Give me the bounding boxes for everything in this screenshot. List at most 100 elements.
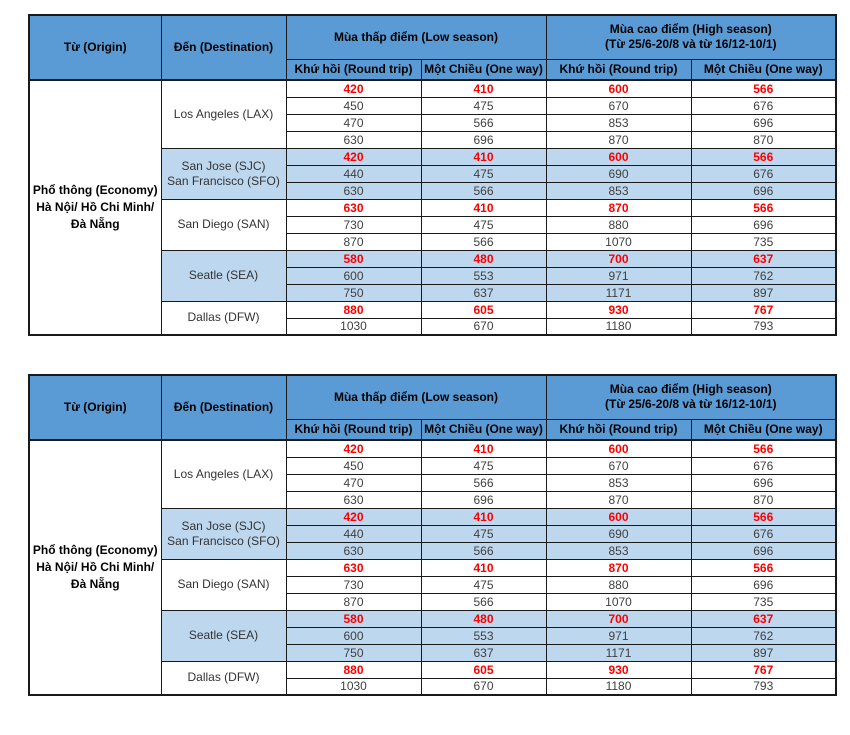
text-line: San Diego (SAN)	[177, 577, 270, 591]
fare-cell: 637	[690, 249, 837, 268]
fare-cell: 930	[545, 660, 692, 679]
fare-cell: 750	[285, 283, 422, 302]
destination-cell: Seatle (SEA)	[160, 249, 287, 302]
destination-cell: Dallas (DFW)	[160, 300, 287, 336]
fare-cell: 696	[420, 490, 547, 509]
header-high-round-trip: Khứ hồi (Round trip)	[545, 58, 692, 81]
fare-cell: 735	[690, 232, 837, 251]
table-row: 870 566 1070 735	[29, 592, 837, 611]
fare-cell: 1180	[545, 677, 692, 696]
fare-cell: 580	[285, 249, 422, 268]
fare-cell: 696	[690, 575, 837, 594]
fare-cell: 696	[690, 541, 837, 560]
text-line: San Francisco (SFO)	[167, 173, 280, 188]
fare-cell: 480	[420, 249, 547, 268]
table-row: 630 566 853 696	[29, 541, 837, 560]
fare-cell: 410	[420, 79, 547, 98]
fare-cell: 566	[420, 592, 547, 611]
fare-table-1: Từ (Origin) Đến (Destination) Mùa thấp điể…	[28, 14, 837, 336]
fare-cell: 475	[420, 96, 547, 115]
fare-cell: 420	[285, 439, 422, 458]
fare-cell: 696	[690, 113, 837, 132]
destination-cell: Los Angeles (LAX)	[160, 79, 287, 149]
table-row: 730 475 880 696	[29, 215, 837, 234]
fare-cell: 475	[420, 215, 547, 234]
fare-cell: 450	[285, 456, 422, 475]
fare-cell: 470	[285, 473, 422, 492]
table-row: 450 475 670 676	[29, 456, 837, 475]
fare-cell: 410	[420, 507, 547, 526]
destination-cell: San Jose (SJC) San Francisco (SFO)	[160, 147, 287, 200]
fare-cell: 605	[420, 660, 547, 679]
table-row: Phổ thông (Economy) Hà Nội/ Hồ Chi Minh/Đ…	[28, 79, 837, 336]
fare-cell: 793	[690, 677, 837, 696]
fare-cell: 1070	[545, 592, 692, 611]
fare-cell: 670	[545, 96, 692, 115]
fare-cell: 690	[545, 164, 692, 183]
fare-cell: 566	[420, 541, 547, 560]
table-row: Seatle (SEA) 580 480 700 637	[29, 609, 837, 662]
table-row: 630 566 853 696	[29, 181, 837, 200]
table-row: Dallas (DFW) 880 605 930 767	[29, 660, 837, 696]
fare-table-top-slot: Từ (Origin) Đến (Destination) Mùa thấp điể…	[28, 14, 850, 336]
fare-cell: 767	[690, 300, 837, 319]
fare-cell: 566	[690, 558, 837, 577]
text-line: San Diego (SAN)	[177, 217, 270, 231]
table-row: 470 566 853 696	[29, 473, 837, 492]
fare-cell: 630	[285, 198, 422, 217]
fare-cell: 971	[545, 626, 692, 645]
fare-cell: 1070	[545, 232, 692, 251]
fare-cell: 730	[285, 215, 422, 234]
origin-cell: Phổ thông (Economy) Hà Nội/ Hồ Chi Minh/Đ…	[28, 439, 162, 696]
fare-cell: 410	[420, 147, 547, 166]
fare-cell: 600	[545, 507, 692, 526]
destination-cell: San Diego (SAN)	[160, 198, 287, 251]
table-row: 1030 670 1180 793	[29, 677, 837, 696]
header-row-2: Khứ hồi (Round trip) Một Chiều (One way) K…	[29, 418, 837, 441]
fare-cell: 897	[690, 643, 837, 662]
text-line: Mùa cao điểm (High season)	[609, 382, 772, 397]
fare-cell: 676	[690, 524, 837, 543]
fare-cell: 600	[545, 79, 692, 98]
table-header: Từ (Origin) Đến (Destination) Mùa thấp điể…	[28, 14, 837, 81]
fare-cell: 750	[285, 643, 422, 662]
fare-cell: 475	[420, 575, 547, 594]
fare-cell: 637	[420, 283, 547, 302]
fare-cell: 630	[285, 130, 422, 149]
fare-cell: 1171	[545, 643, 692, 662]
header-row-1: Từ (Origin) Đến (Destination) Mùa thấp điể…	[28, 374, 837, 441]
fare-cell: 870	[690, 490, 837, 509]
text-line: San Jose (SJC)	[181, 158, 266, 173]
fare-cell: 475	[420, 456, 547, 475]
text-line: Dallas (DFW)	[187, 310, 260, 325]
fare-cell: 475	[420, 524, 547, 543]
fare-cell: 696	[420, 130, 547, 149]
text-line: (Từ 25/6-20/8 và từ 16/12-10/1)	[605, 397, 777, 412]
fare-cell: 566	[690, 198, 837, 217]
fare-cell: 880	[545, 215, 692, 234]
fare-cell: 566	[420, 473, 547, 492]
fare-cell: 735	[690, 592, 837, 611]
fare-cell: 566	[690, 507, 837, 526]
text-line: Los Angeles (LAX)	[173, 466, 274, 481]
text-line: Mùa cao điểm (High season)	[609, 22, 772, 37]
destination-cell: Dallas (DFW)	[160, 660, 287, 696]
fare-cell: 897	[690, 283, 837, 302]
text-line: Phổ thông (Economy)	[32, 183, 158, 198]
fare-cell: 580	[285, 609, 422, 628]
table-body: Phổ thông (Economy) Hà Nội/ Hồ Chi Minh/Đ…	[28, 439, 837, 696]
fare-cell: 600	[285, 626, 422, 645]
fare-cell: 971	[545, 266, 692, 285]
table-row: San Jose (SJC) San Francisco (SFO) 420 410 6…	[29, 147, 837, 200]
header-low-round-trip: Khứ hồi (Round trip)	[285, 418, 422, 441]
destination-cell: Seatle (SEA)	[160, 609, 287, 662]
fare-cell: 440	[285, 164, 422, 183]
header-low-round-trip: Khứ hồi (Round trip)	[285, 58, 422, 81]
header-origin: Từ (Origin)	[28, 374, 162, 441]
header-high-season: Mùa cao điểm (High season) (Từ 25/6-20/8 …	[545, 374, 837, 420]
text-line: Đà Nẵng	[70, 576, 120, 591]
fare-cell: 470	[285, 113, 422, 132]
fare-cell: 880	[545, 575, 692, 594]
fare-cell: 410	[420, 439, 547, 458]
fare-cell: 600	[545, 147, 692, 166]
